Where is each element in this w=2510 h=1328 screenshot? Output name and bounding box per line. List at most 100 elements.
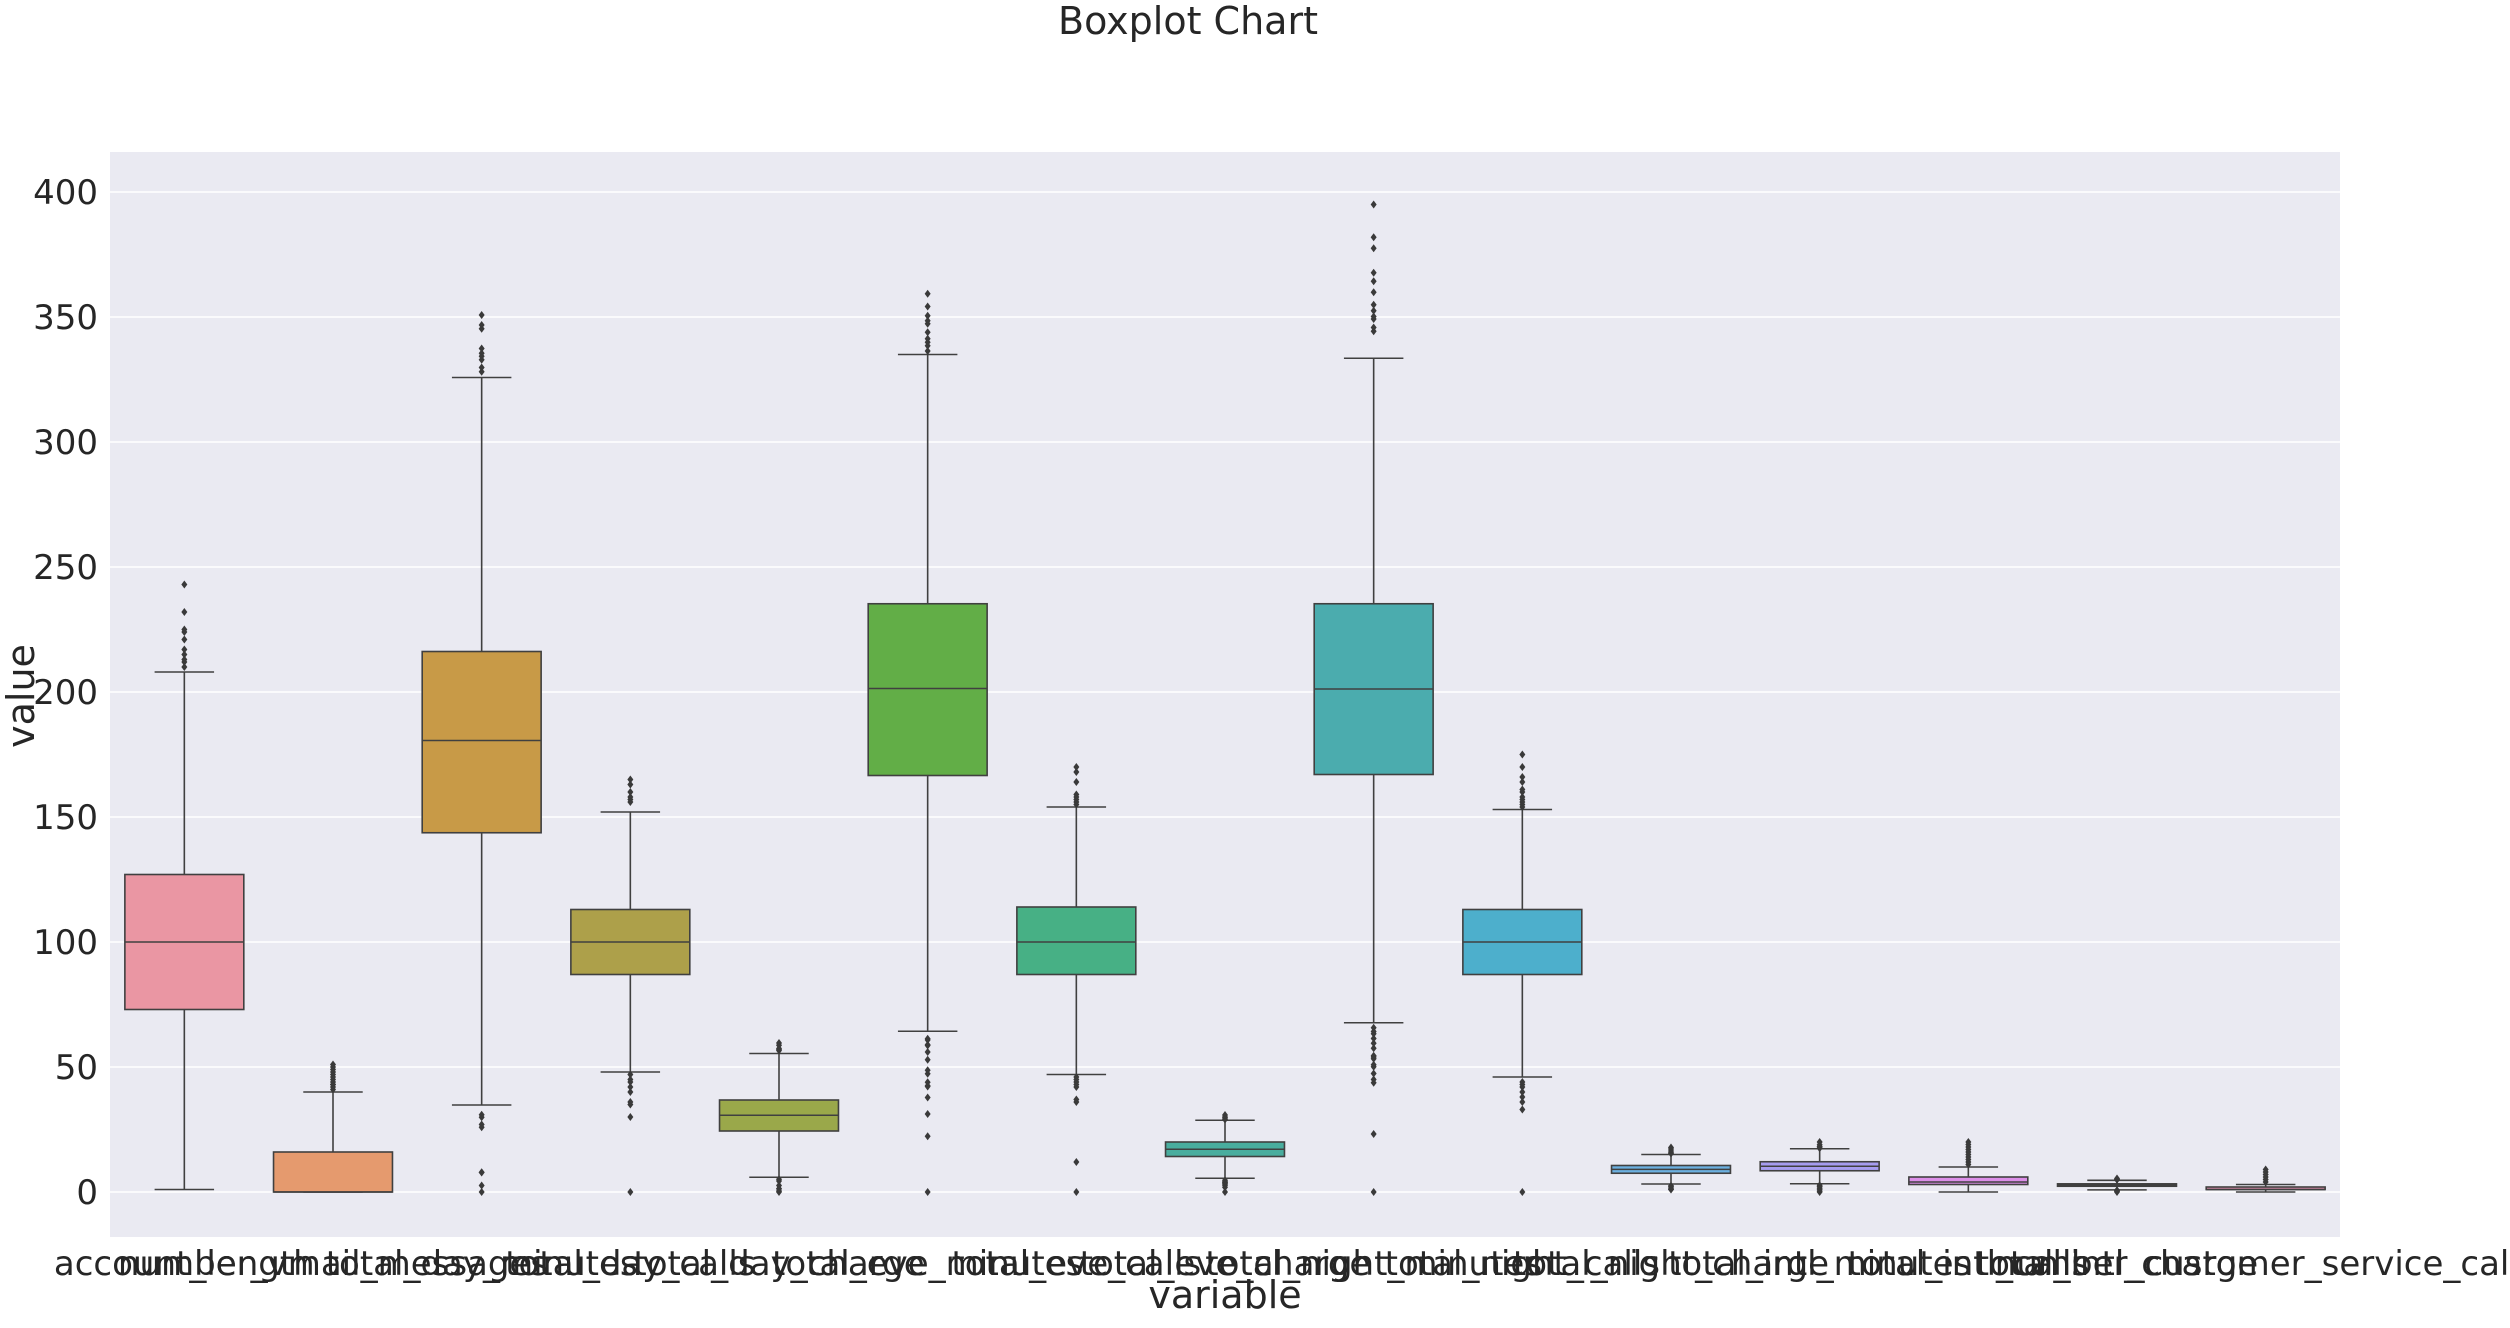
outlier-point: [1370, 1034, 1377, 1043]
outlier-point: [627, 780, 634, 789]
outlier-point: [627, 1075, 634, 1084]
box-group-total_eve_minutes: [867, 289, 988, 1196]
outlier-point: [627, 788, 634, 796]
outlier-point: [1370, 233, 1377, 242]
outlier-point: [181, 608, 188, 616]
x-tick-label: total_eve_charge: [1080, 1244, 1371, 1284]
outlier-point: [1519, 1088, 1526, 1096]
box-group-total_night_calls: [1462, 750, 1583, 1196]
outlier-point: [776, 1175, 782, 1184]
outlier-point: [1668, 1181, 1674, 1190]
box-iqr: [421, 650, 542, 834]
outlier-point: [1519, 1093, 1526, 1101]
outlier-point: [1370, 1130, 1377, 1138]
outlier-point: [924, 1110, 931, 1118]
outlier-point: [924, 1132, 931, 1141]
y-axis-label: value: [0, 644, 43, 748]
x-tick-label: total_eve_minutes: [772, 1244, 1083, 1284]
outlier-point: [1370, 1051, 1377, 1060]
outlier-point: [924, 1093, 931, 1102]
x-axis-label: variable: [1148, 1273, 1301, 1317]
x-tick-label: total_intl_charge: [1976, 1244, 2258, 1284]
x-tick-label: total_day_calls: [505, 1244, 755, 1284]
outlier-point: [1073, 1095, 1080, 1104]
box-group-total_intl_calls: [1908, 1138, 2029, 1193]
outlier-point: [1519, 763, 1526, 771]
box-group-number_vmail_messages: [272, 1060, 394, 1193]
outlier-point: [478, 1168, 485, 1177]
outlier-point: [924, 1188, 931, 1196]
outlier-point: [478, 349, 485, 358]
outlier-point: [2114, 1174, 2120, 1183]
x-tick-label: total_day_minutes: [326, 1244, 638, 1284]
outlier-point: [181, 580, 188, 589]
outlier-point: [627, 1098, 634, 1106]
outlier-point: [1073, 768, 1080, 776]
box-group-number_customer_service_calls: [2205, 1165, 2326, 1193]
y-tick-label: 50: [55, 1048, 98, 1088]
outlier-point: [1370, 288, 1377, 297]
outlier-point: [2114, 1186, 2120, 1195]
outlier-point: [627, 1188, 634, 1196]
outlier-point: [924, 1066, 931, 1075]
outlier-point: [1370, 306, 1377, 315]
outlier-point: [2262, 1165, 2269, 1174]
x-tick-label: total_eve_calls: [951, 1244, 1201, 1284]
outlier-point: [181, 655, 188, 664]
outlier-point: [1370, 1039, 1377, 1048]
outlier-point: [181, 663, 188, 671]
outlier-point: [1370, 1188, 1377, 1196]
x-tick-label: number_customer_service_calls: [1995, 1244, 2510, 1284]
y-tick-label: 200: [33, 673, 98, 713]
box-group-total_night_charge: [1610, 1143, 1732, 1194]
outlier-point: [478, 1120, 485, 1129]
box-iqr: [272, 1151, 394, 1193]
outlier-point: [924, 311, 931, 320]
box-group-total_night_minutes: [1313, 200, 1434, 1196]
box-group-total_intl_charge: [2056, 1174, 2178, 1196]
outlier-point: [478, 1181, 485, 1190]
outlier-point: [1370, 323, 1377, 332]
outlier-point: [1519, 750, 1526, 759]
outlier-point: [924, 302, 931, 311]
outlier-point: [627, 775, 634, 784]
outlier-point: [181, 645, 188, 654]
x-tick-label: total_night_charge: [1513, 1244, 1829, 1284]
box-group-total_day_calls: [570, 775, 691, 1196]
outlier-point: [924, 1034, 931, 1043]
x-tick-label: total_night_minutes: [1205, 1244, 1542, 1284]
box-iqr: [867, 602, 988, 777]
outlier-point: [924, 1040, 931, 1049]
x-tick-label: number_vmail_messages: [118, 1244, 548, 1284]
outlier-point: [1668, 1143, 1674, 1152]
outlier-point: [1370, 1044, 1377, 1053]
box-group-total_intl_minutes: [1759, 1138, 1880, 1196]
outlier-point: [1073, 790, 1080, 799]
outlier-point: [1519, 1078, 1526, 1086]
x-tick-label: total_intl_calls: [1848, 1244, 2090, 1284]
outlier-point: [627, 1070, 634, 1079]
outlier-point: [1073, 763, 1080, 771]
outlier-point: [478, 344, 485, 353]
outlier-point: [478, 1188, 485, 1196]
outlier-point: [924, 1078, 931, 1087]
outlier-point: [1519, 778, 1526, 786]
outlier-point: [627, 1088, 634, 1096]
outlier-point: [1370, 1069, 1377, 1078]
y-axis-ticks: 0 50 100 150 200 250 300 350 400: [33, 173, 98, 1213]
box-group-total_eve_calls: [1016, 763, 1137, 1196]
x-axis-ticks: account_lengthnumber_vmail_messagestotal…: [54, 1244, 2510, 1284]
outlier-point: [1370, 1075, 1377, 1084]
box-iqr: [1908, 1176, 2029, 1186]
outlier-point: [1073, 1188, 1080, 1196]
outlier-point: [776, 1181, 782, 1190]
outlier-point: [478, 363, 485, 372]
y-tick-label: 100: [33, 923, 98, 963]
chart-title: Boxplot Chart: [1058, 0, 1318, 43]
y-tick-label: 0: [76, 1173, 98, 1213]
outlier-point: [1370, 244, 1377, 253]
outlier-point: [1222, 1111, 1228, 1119]
y-tick-label: 150: [33, 798, 98, 838]
x-tick-label: total_day_charge: [633, 1244, 924, 1284]
outlier-point: [1519, 1105, 1526, 1114]
